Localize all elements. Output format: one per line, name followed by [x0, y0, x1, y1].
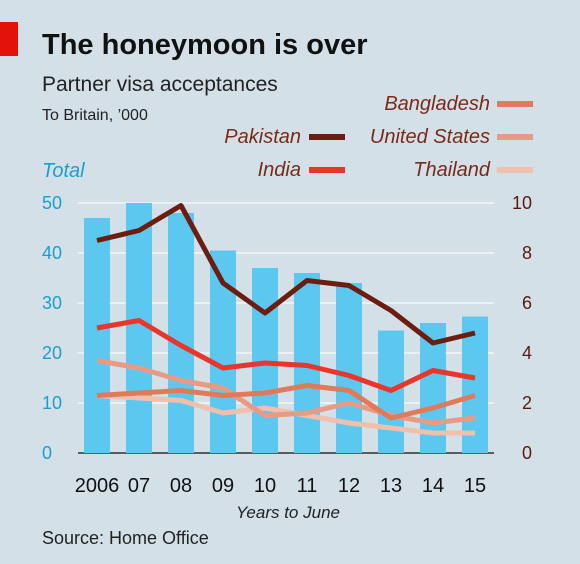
left-tick-label: 40: [42, 243, 62, 263]
total-bar-10: [252, 268, 278, 453]
red-accent-tab: [0, 22, 18, 56]
total-bar-08: [168, 213, 194, 453]
right-tick-label: 6: [522, 293, 532, 313]
left-tick-label: 30: [42, 293, 62, 313]
right-tick-label: 2: [522, 393, 532, 413]
x-tick-label: 2006: [75, 475, 120, 497]
x-tick-label: 12: [338, 475, 360, 497]
axis-ticks: 0 10 20 30 40 50 0 2 4 6 8 10 2006 07 08 09 10 11 12 13 14 15: [42, 193, 532, 497]
left-tick-label: 0: [42, 443, 52, 463]
left-tick-label: 50: [42, 193, 62, 213]
series-line-pakistan: [96, 203, 476, 346]
total-bar-15: [462, 316, 488, 453]
series-line-united-states: [96, 358, 476, 426]
left-tick-label: 10: [42, 393, 62, 413]
total-bar-2006: [84, 218, 110, 453]
source-note: Source: Home Office: [42, 528, 209, 548]
total-bar-12: [336, 283, 362, 453]
series-lines: [96, 203, 476, 436]
x-tick-label: 14: [422, 475, 444, 497]
right-tick-label: 4: [522, 343, 532, 363]
right-tick-label: 10: [512, 193, 532, 213]
series-line-bangladesh: [96, 383, 476, 421]
x-tick-label: 08: [170, 475, 192, 497]
x-tick-label: 07: [128, 475, 150, 497]
legend-label-united-states: United States: [370, 126, 490, 148]
chart-subtitle: Partner visa acceptances: [42, 73, 278, 96]
x-tick-label: 13: [380, 475, 402, 497]
x-tick-label: 09: [212, 475, 234, 497]
x-tick-label: 15: [464, 475, 486, 497]
chart-title: The honeymoon is over: [42, 29, 368, 61]
legend-label-pakistan: Pakistan: [224, 126, 301, 148]
legend-label-india: India: [258, 159, 301, 181]
x-axis-label: Years to June: [236, 503, 340, 522]
x-tick-label: 10: [254, 475, 276, 497]
total-axis-label: Total: [42, 160, 85, 182]
right-tick-label: 0: [522, 443, 532, 463]
chart-unit: To Britain, ’000: [42, 107, 148, 124]
right-tick-label: 8: [522, 243, 532, 263]
left-tick-label: 20: [42, 343, 62, 363]
legend-label-bangladesh: Bangladesh: [384, 93, 490, 115]
x-tick-label: 11: [297, 475, 318, 497]
legend-label-thailand: Thailand: [413, 159, 491, 181]
legend: Bangladesh Pakistan United States India Thai…: [224, 93, 533, 181]
series-line-india: [96, 318, 476, 393]
